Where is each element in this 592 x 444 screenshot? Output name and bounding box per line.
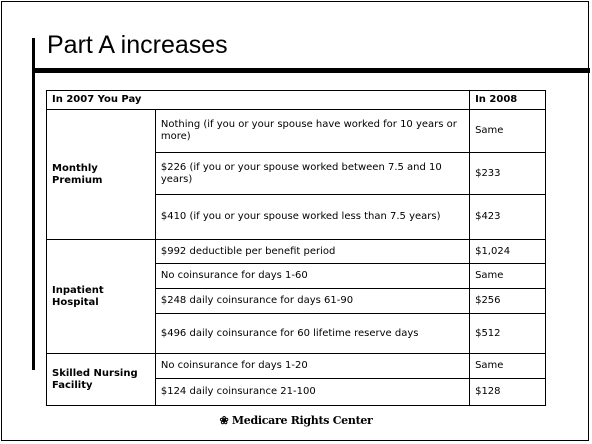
table-row: No coinsurance for days 1-60 Same — [47, 263, 546, 289]
footer-text: Medicare Rights Center — [231, 414, 373, 427]
value-cell: $512 — [469, 313, 546, 354]
table-row: $410 (if you or your spouse worked less … — [47, 194, 546, 240]
row-group-label: Monthly Premium — [46, 109, 156, 240]
description-cell: Nothing (if you or your spouse have work… — [154, 109, 471, 153]
description-cell: $410 (if you or your spouse worked less … — [154, 194, 471, 240]
description-cell: No coinsurance for days 1-20 — [154, 353, 471, 379]
accent-bar — [32, 38, 35, 370]
value-cell: Same — [469, 109, 546, 153]
table-row: Skilled Nursing Facility No coinsurance f… — [46, 353, 546, 406]
value-cell: Same — [469, 263, 546, 289]
logo-icon: ❀ — [219, 414, 232, 427]
value-cell: $1,024 — [469, 239, 546, 264]
value-cell: $256 — [469, 288, 546, 314]
table: In 2007 You Pay In 2008 Monthly Premium N… — [45, 90, 546, 406]
value-cell: $233 — [469, 152, 546, 195]
title: Part A increases — [47, 31, 228, 59]
table-row: Monthly Premium Nothing (if you or your s… — [46, 109, 546, 240]
table-row: $226 (if you or your spouse worked betwe… — [47, 152, 546, 195]
description-cell: $992 deductible per benefit period — [154, 239, 471, 264]
header-row: In 2007 You Pay In 2008 — [45, 90, 546, 110]
description-cell: $248 daily coinsurance for days 61-90 — [154, 288, 471, 314]
row-group-label: Skilled Nursing Facility — [46, 353, 156, 406]
value-cell: $423 — [469, 194, 546, 240]
description-cell: No coinsurance for days 1-60 — [154, 263, 471, 289]
description-cell: $226 (if you or your spouse worked betwe… — [154, 152, 471, 195]
footer-logo: ❀ Medicare Rights Center — [0, 414, 592, 427]
table-row: $124 daily coinsurance 21-100 $128 — [47, 378, 546, 406]
header-cell: In 2008 — [469, 90, 546, 110]
table-row: $496 daily coinsurance for 60 lifetime r… — [47, 313, 546, 354]
title-rule — [32, 68, 590, 73]
description-cell: $124 daily coinsurance 21-100 — [154, 378, 471, 406]
value-cell: $128 — [469, 378, 546, 406]
table-row: Inpatient Hospital $992 deductible per be… — [46, 239, 546, 354]
value-cell: Same — [469, 353, 546, 379]
header-cell: In 2007 You Pay — [45, 90, 471, 110]
row-group-label: Inpatient Hospital — [46, 239, 156, 354]
description-cell: $496 daily coinsurance for 60 lifetime r… — [154, 313, 471, 354]
